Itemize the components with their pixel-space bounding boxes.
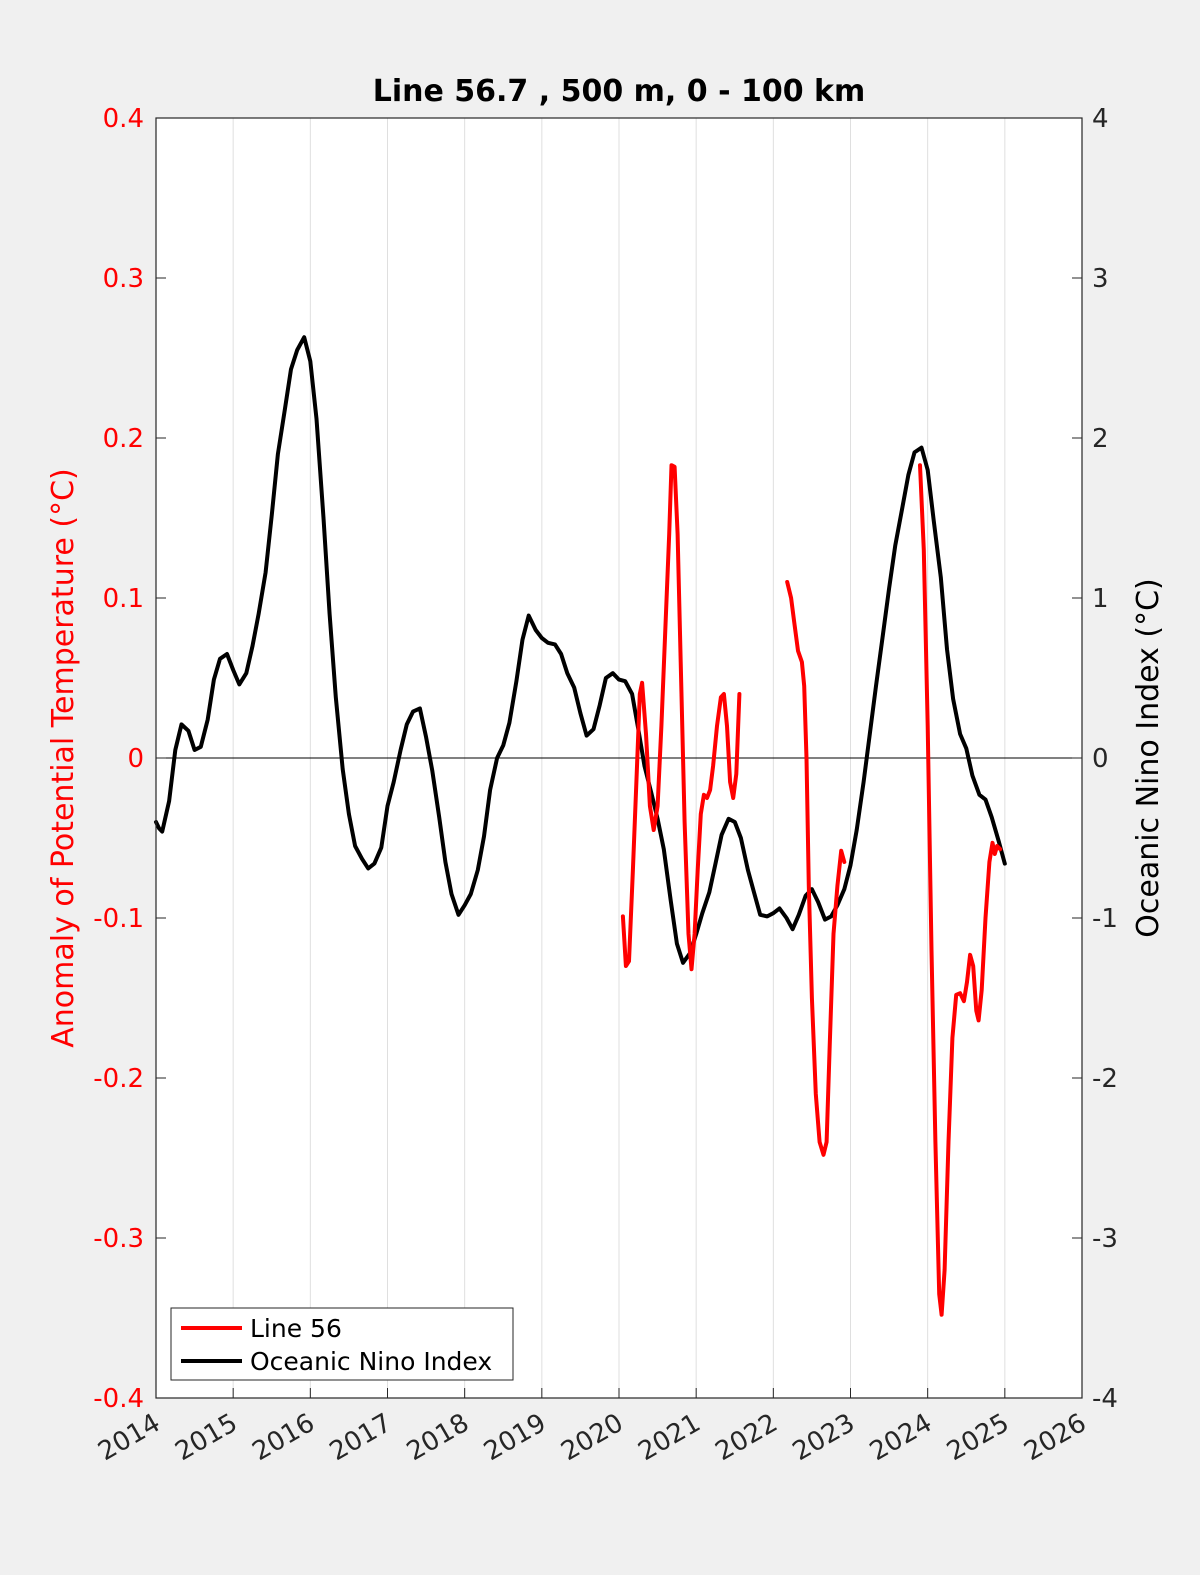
left-y-tick-label: -0.4 bbox=[93, 1384, 144, 1414]
left-y-tick-label: 0.1 bbox=[103, 584, 144, 614]
x-tick-label: 2017 bbox=[325, 1408, 397, 1467]
left-y-tick-label: 0.4 bbox=[103, 104, 144, 134]
left-y-tick-label: 0 bbox=[127, 744, 144, 774]
right-y-tick-label: 1 bbox=[1092, 584, 1109, 614]
chart-title: Line 56.7 , 500 m, 0 - 100 km bbox=[373, 74, 866, 109]
series-line-line-56-seg-1 bbox=[785, 580, 847, 1157]
x-tick-label: 2021 bbox=[633, 1408, 705, 1467]
x-tick-label: 2023 bbox=[788, 1408, 860, 1467]
left-y-tick-label: -0.1 bbox=[93, 904, 144, 934]
series-line-line-56-seg-0 bbox=[620, 463, 742, 972]
series-line-line-56-seg-2 bbox=[918, 463, 1003, 1317]
x-tick-label: 2026 bbox=[1019, 1408, 1091, 1467]
right-y-tick-label: -3 bbox=[1092, 1224, 1118, 1254]
x-tick-label: 2022 bbox=[711, 1408, 783, 1467]
series-line-oceanic-nino-index-seg-0 bbox=[154, 335, 1007, 965]
right-y-tick-label: 0 bbox=[1092, 744, 1109, 774]
left-y-tick-label: 0.2 bbox=[103, 424, 144, 454]
x-tick-label: 2024 bbox=[865, 1408, 937, 1467]
legend-box bbox=[170, 1307, 514, 1381]
right-axis-label: Oceanic Nino Index (°C) bbox=[1131, 578, 1166, 938]
x-tick-label: 2015 bbox=[170, 1408, 242, 1467]
right-y-tick-label: 2 bbox=[1092, 424, 1109, 454]
x-tick-label: 2016 bbox=[248, 1408, 320, 1467]
left-axis-label: Anomaly of Potential Temperature (°C) bbox=[46, 468, 81, 1047]
legend: Line 56 Oceanic Nino Index bbox=[170, 1307, 514, 1381]
left-y-tick-label: -0.2 bbox=[93, 1064, 144, 1094]
x-tick-label: 2025 bbox=[942, 1408, 1014, 1467]
right-y-tick-label: 3 bbox=[1092, 264, 1109, 294]
left-y-tick-label: 0.3 bbox=[103, 264, 144, 294]
right-y-tick-label: 4 bbox=[1092, 104, 1109, 134]
x-tick-label: 2014 bbox=[93, 1408, 165, 1467]
left-y-tick-label: -0.3 bbox=[93, 1224, 144, 1254]
series-layer bbox=[154, 335, 1007, 1317]
right-y-tick-label: -2 bbox=[1092, 1064, 1118, 1094]
legend-label-oni: Oceanic Nino Index bbox=[250, 1347, 492, 1376]
right-y-tick-label: -4 bbox=[1092, 1384, 1118, 1414]
x-tick-label: 2019 bbox=[479, 1408, 551, 1467]
right-y-tick-label: -1 bbox=[1092, 904, 1118, 934]
x-tick-label: 2020 bbox=[556, 1408, 628, 1467]
legend-label-line-56: Line 56 bbox=[250, 1314, 342, 1343]
x-tick-label: 2018 bbox=[402, 1408, 474, 1467]
